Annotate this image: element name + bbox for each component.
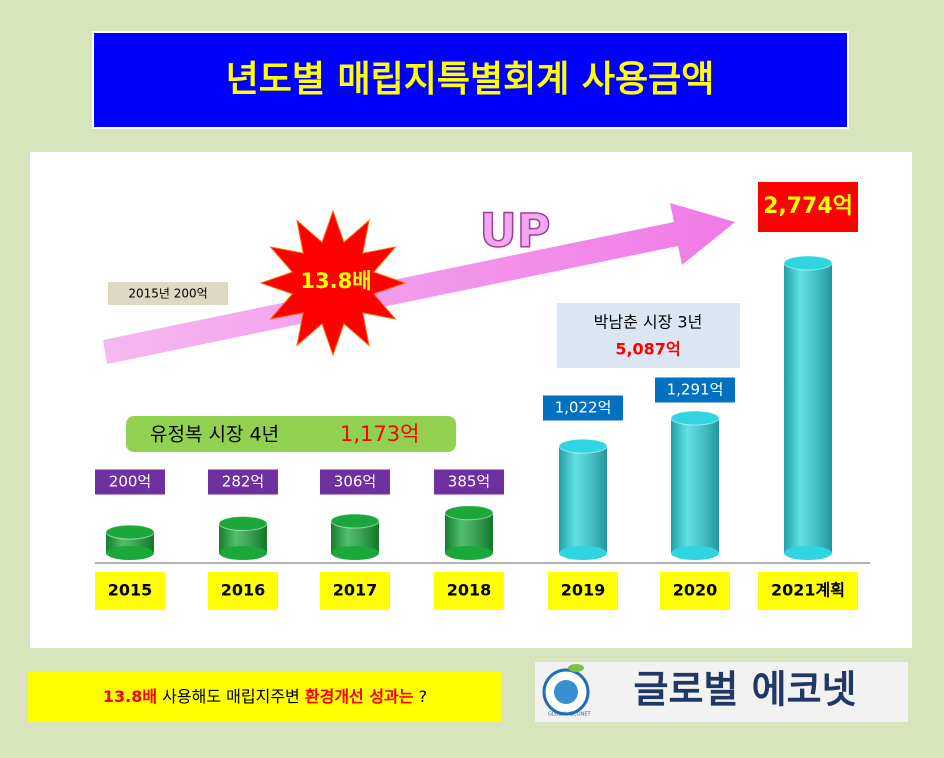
- value-label-box: [543, 395, 623, 421]
- bars: 200억 2015 282억 2016 306억 2017 385억 2018 1,022억 20…: [95, 182, 858, 610]
- title-box: [92, 31, 849, 129]
- up-text: UP: [479, 204, 550, 258]
- bar-top: [444, 505, 494, 521]
- bar-bottom: [445, 546, 493, 560]
- logo-leaf: [568, 664, 584, 672]
- logo-globe-inner: [554, 680, 578, 704]
- bar-top: [105, 524, 155, 540]
- value-label-box: [95, 469, 165, 495]
- bar-bottom: [331, 546, 379, 560]
- mayor2-total: 5,087억: [615, 340, 680, 359]
- bar-top: [670, 410, 720, 426]
- x-tick-label: 2018: [447, 581, 492, 600]
- category-box: [95, 572, 165, 610]
- bar-top: [783, 255, 833, 271]
- mayor2-box: [557, 303, 740, 368]
- value-label: 2,774억: [763, 194, 853, 219]
- footer-part: ?: [419, 687, 428, 706]
- ratio-text: 13.8배: [300, 269, 371, 293]
- bar-top: [218, 516, 268, 532]
- value-label-box: [758, 182, 858, 232]
- footer-text: 13.8배 사용해도 매립지주변 환경개선 성과는 ?: [103, 687, 427, 706]
- value-label-box: [655, 377, 735, 403]
- value-label: 200억: [109, 473, 151, 491]
- bar-top: [558, 438, 608, 454]
- category-box: [434, 572, 504, 610]
- bar-bottom: [106, 546, 154, 560]
- chart-title: 년도별 매립지특별회계 사용금액: [226, 59, 715, 100]
- logo-box: [535, 662, 908, 722]
- bar-bottom: [784, 546, 832, 560]
- starburst: [259, 209, 407, 357]
- panel: [30, 152, 912, 648]
- mayor1-name: 유정복 시장 4년: [150, 424, 279, 446]
- footer-part: 환경개선 성과는: [305, 687, 414, 706]
- start-box: [108, 282, 228, 305]
- category-box: [758, 572, 858, 610]
- bar-shade: [559, 446, 607, 553]
- value-label-box: [434, 469, 504, 495]
- mayor2-name: 박남춘 시장 3년: [594, 313, 703, 332]
- bar-shade: [671, 418, 719, 553]
- bar-bottom: [219, 546, 267, 560]
- up-arrow: [103, 203, 735, 364]
- x-tick-label: 2016: [221, 581, 266, 600]
- value-label: 306억: [334, 473, 376, 491]
- bar-bottom: [671, 546, 719, 560]
- x-tick-label: 2017: [333, 581, 378, 600]
- footer-part: 사용해도 매립지주변: [162, 687, 300, 706]
- footer-box: [28, 672, 502, 722]
- value-label: 1,022억: [555, 399, 612, 417]
- x-tick-label: 2020: [673, 581, 718, 600]
- mayor1-total: 1,173억: [340, 422, 419, 446]
- value-label: 385억: [448, 473, 490, 491]
- logo-text: 글로벌 에코넷: [634, 668, 857, 712]
- logo-sub: GLOBAL: [548, 712, 568, 718]
- value-label-box: [320, 469, 390, 495]
- category-box: [208, 572, 278, 610]
- value-label: 282억: [222, 473, 264, 491]
- x-tick-label: 2019: [561, 581, 606, 600]
- mayor1-box: [126, 416, 456, 452]
- x-tick-label: 2021계획: [771, 581, 845, 600]
- x-tick-label: 2015: [108, 581, 153, 600]
- bar-top: [330, 513, 380, 529]
- start-text: 2015년 200억: [128, 287, 207, 301]
- category-box: [548, 572, 618, 610]
- category-box: [660, 572, 730, 610]
- value-label-box: [208, 469, 278, 495]
- footer-part: 13.8배: [103, 687, 157, 706]
- bar-bottom: [559, 546, 607, 560]
- logo-sub: ECONET: [570, 712, 591, 718]
- bar-shade: [784, 263, 832, 553]
- category-box: [320, 572, 390, 610]
- value-label: 1,291억: [667, 381, 724, 399]
